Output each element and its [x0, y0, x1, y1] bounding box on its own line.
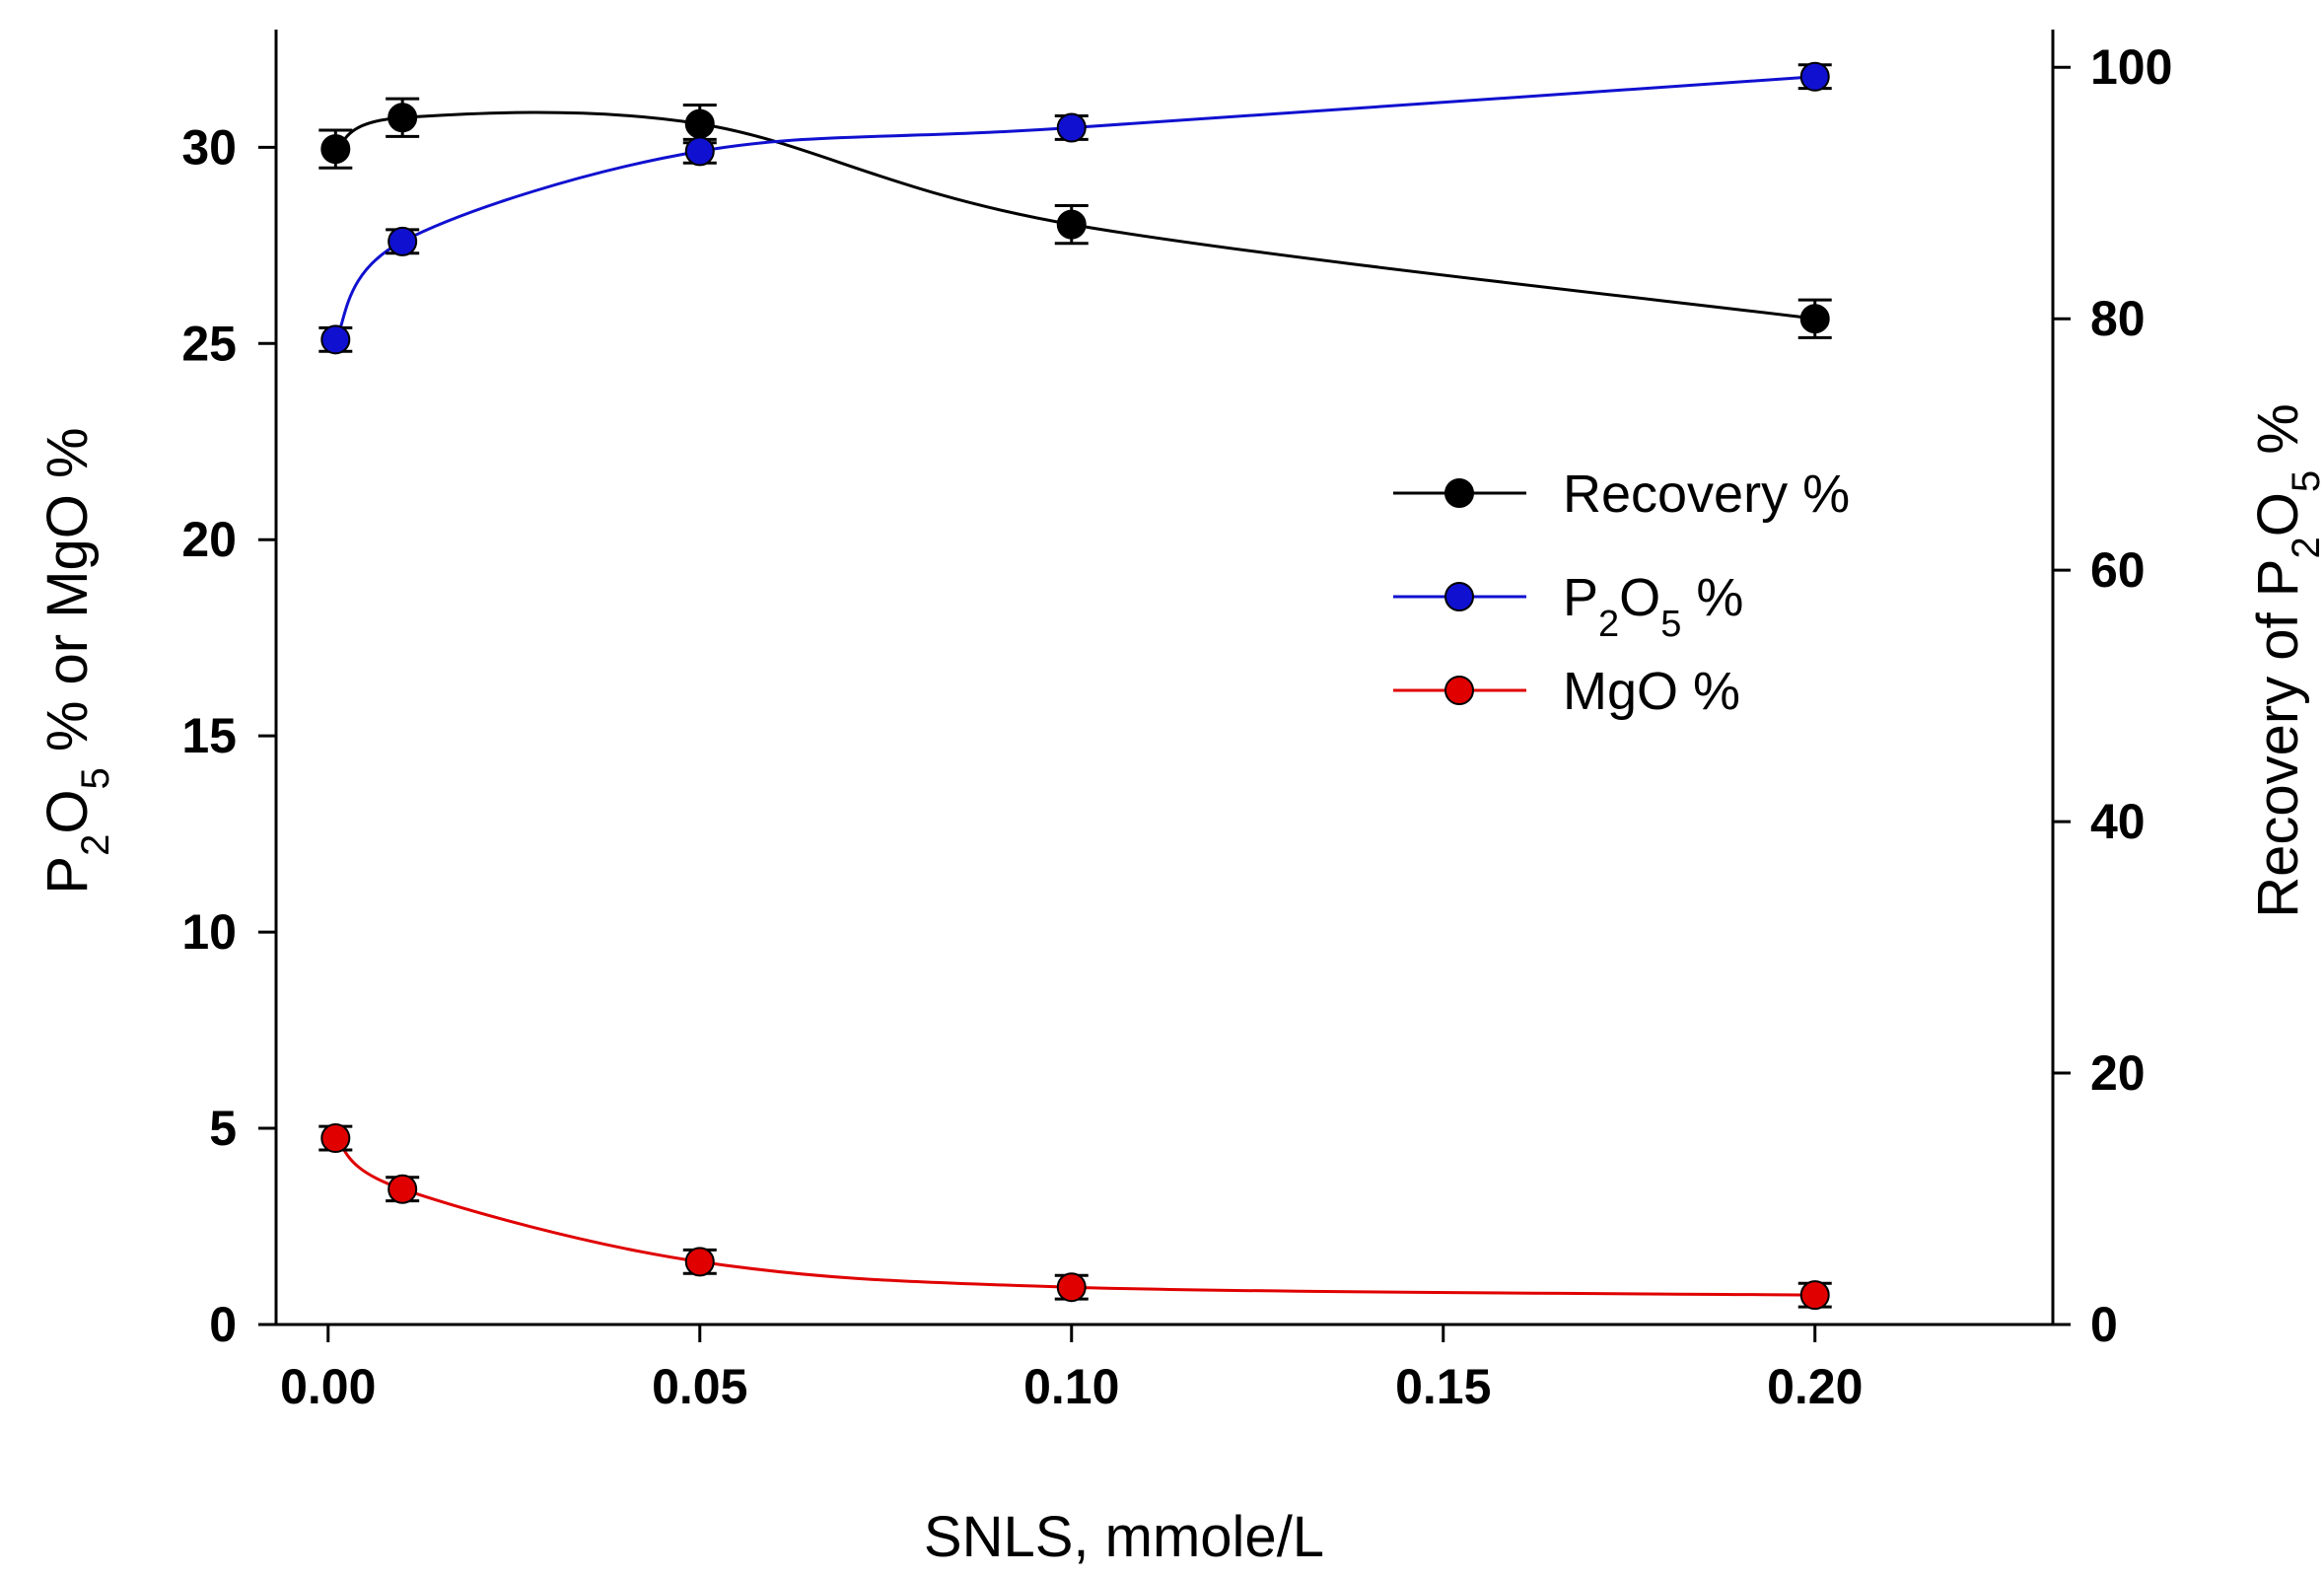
data-point: [684, 1247, 715, 1277]
data-point: [320, 1123, 351, 1154]
data-point: [684, 136, 715, 167]
legend-label: Recovery %: [1563, 465, 1850, 524]
data-point: [1056, 1272, 1087, 1303]
y-tick-label: 10: [181, 904, 237, 960]
y-tick-label: 0: [209, 1297, 237, 1352]
data-point: [1799, 1280, 1830, 1311]
legend-marker: [1444, 582, 1474, 611]
y-right-tick-label: 80: [2090, 291, 2146, 346]
axes: 0.00 0.05 0.10 0.15 0.20 0 5 10 15 20 25 30 0 20 40 60 8…: [181, 30, 2172, 1414]
data-point: [387, 103, 418, 133]
data-point: [1799, 61, 1830, 92]
y-right-tick-label: 20: [2090, 1045, 2146, 1101]
x-tick-label: 0.20: [1767, 1359, 1863, 1414]
y-tick-label: 15: [181, 708, 237, 763]
x-tick-label: 0.15: [1395, 1359, 1491, 1414]
legend-marker: [1444, 478, 1474, 508]
data-point: [387, 1174, 418, 1204]
legend-entry: Recovery %: [1393, 465, 1850, 524]
y-tick-label: 30: [181, 119, 237, 175]
y-tick-label: 20: [181, 512, 237, 567]
y-tick-label: 25: [181, 316, 237, 371]
series-2: [318, 61, 1832, 355]
x-tick-label: 0.00: [280, 1359, 376, 1414]
data-point: [320, 134, 351, 165]
y-right-tick-label: 60: [2090, 542, 2146, 598]
data-point: [684, 108, 715, 139]
legend: Recovery % P2O5 % MgO %: [1393, 465, 1850, 721]
data-point: [1799, 304, 1830, 334]
y-right-tick-label: 100: [2090, 39, 2172, 95]
legend-entry: MgO %: [1393, 662, 1740, 721]
data-point: [320, 324, 351, 355]
y-axis-title: P2O5 % or MgO %: [35, 427, 117, 894]
y-right-axis-title: Recovery of P2O5 %: [2246, 403, 2324, 918]
x-tick-label: 0.05: [652, 1359, 747, 1414]
legend-label: P2O5 %: [1563, 568, 1743, 645]
x-axis-title: SNLS, mmole/L: [924, 1505, 1324, 1569]
y-tick-label: 5: [209, 1101, 237, 1156]
series-3: [318, 1123, 1832, 1311]
data-point: [387, 226, 418, 256]
series-1: [318, 97, 1832, 339]
legend-marker: [1444, 676, 1474, 705]
data-point: [1056, 209, 1087, 240]
data-point: [1056, 112, 1087, 143]
y-right-tick-label: 40: [2090, 794, 2146, 849]
series-layer: [318, 61, 1832, 1311]
legend-label: MgO %: [1563, 662, 1740, 721]
legend-entry: P2O5 %: [1393, 568, 1743, 645]
y-right-tick-label: 0: [2090, 1297, 2118, 1352]
x-tick-label: 0.10: [1023, 1359, 1119, 1414]
